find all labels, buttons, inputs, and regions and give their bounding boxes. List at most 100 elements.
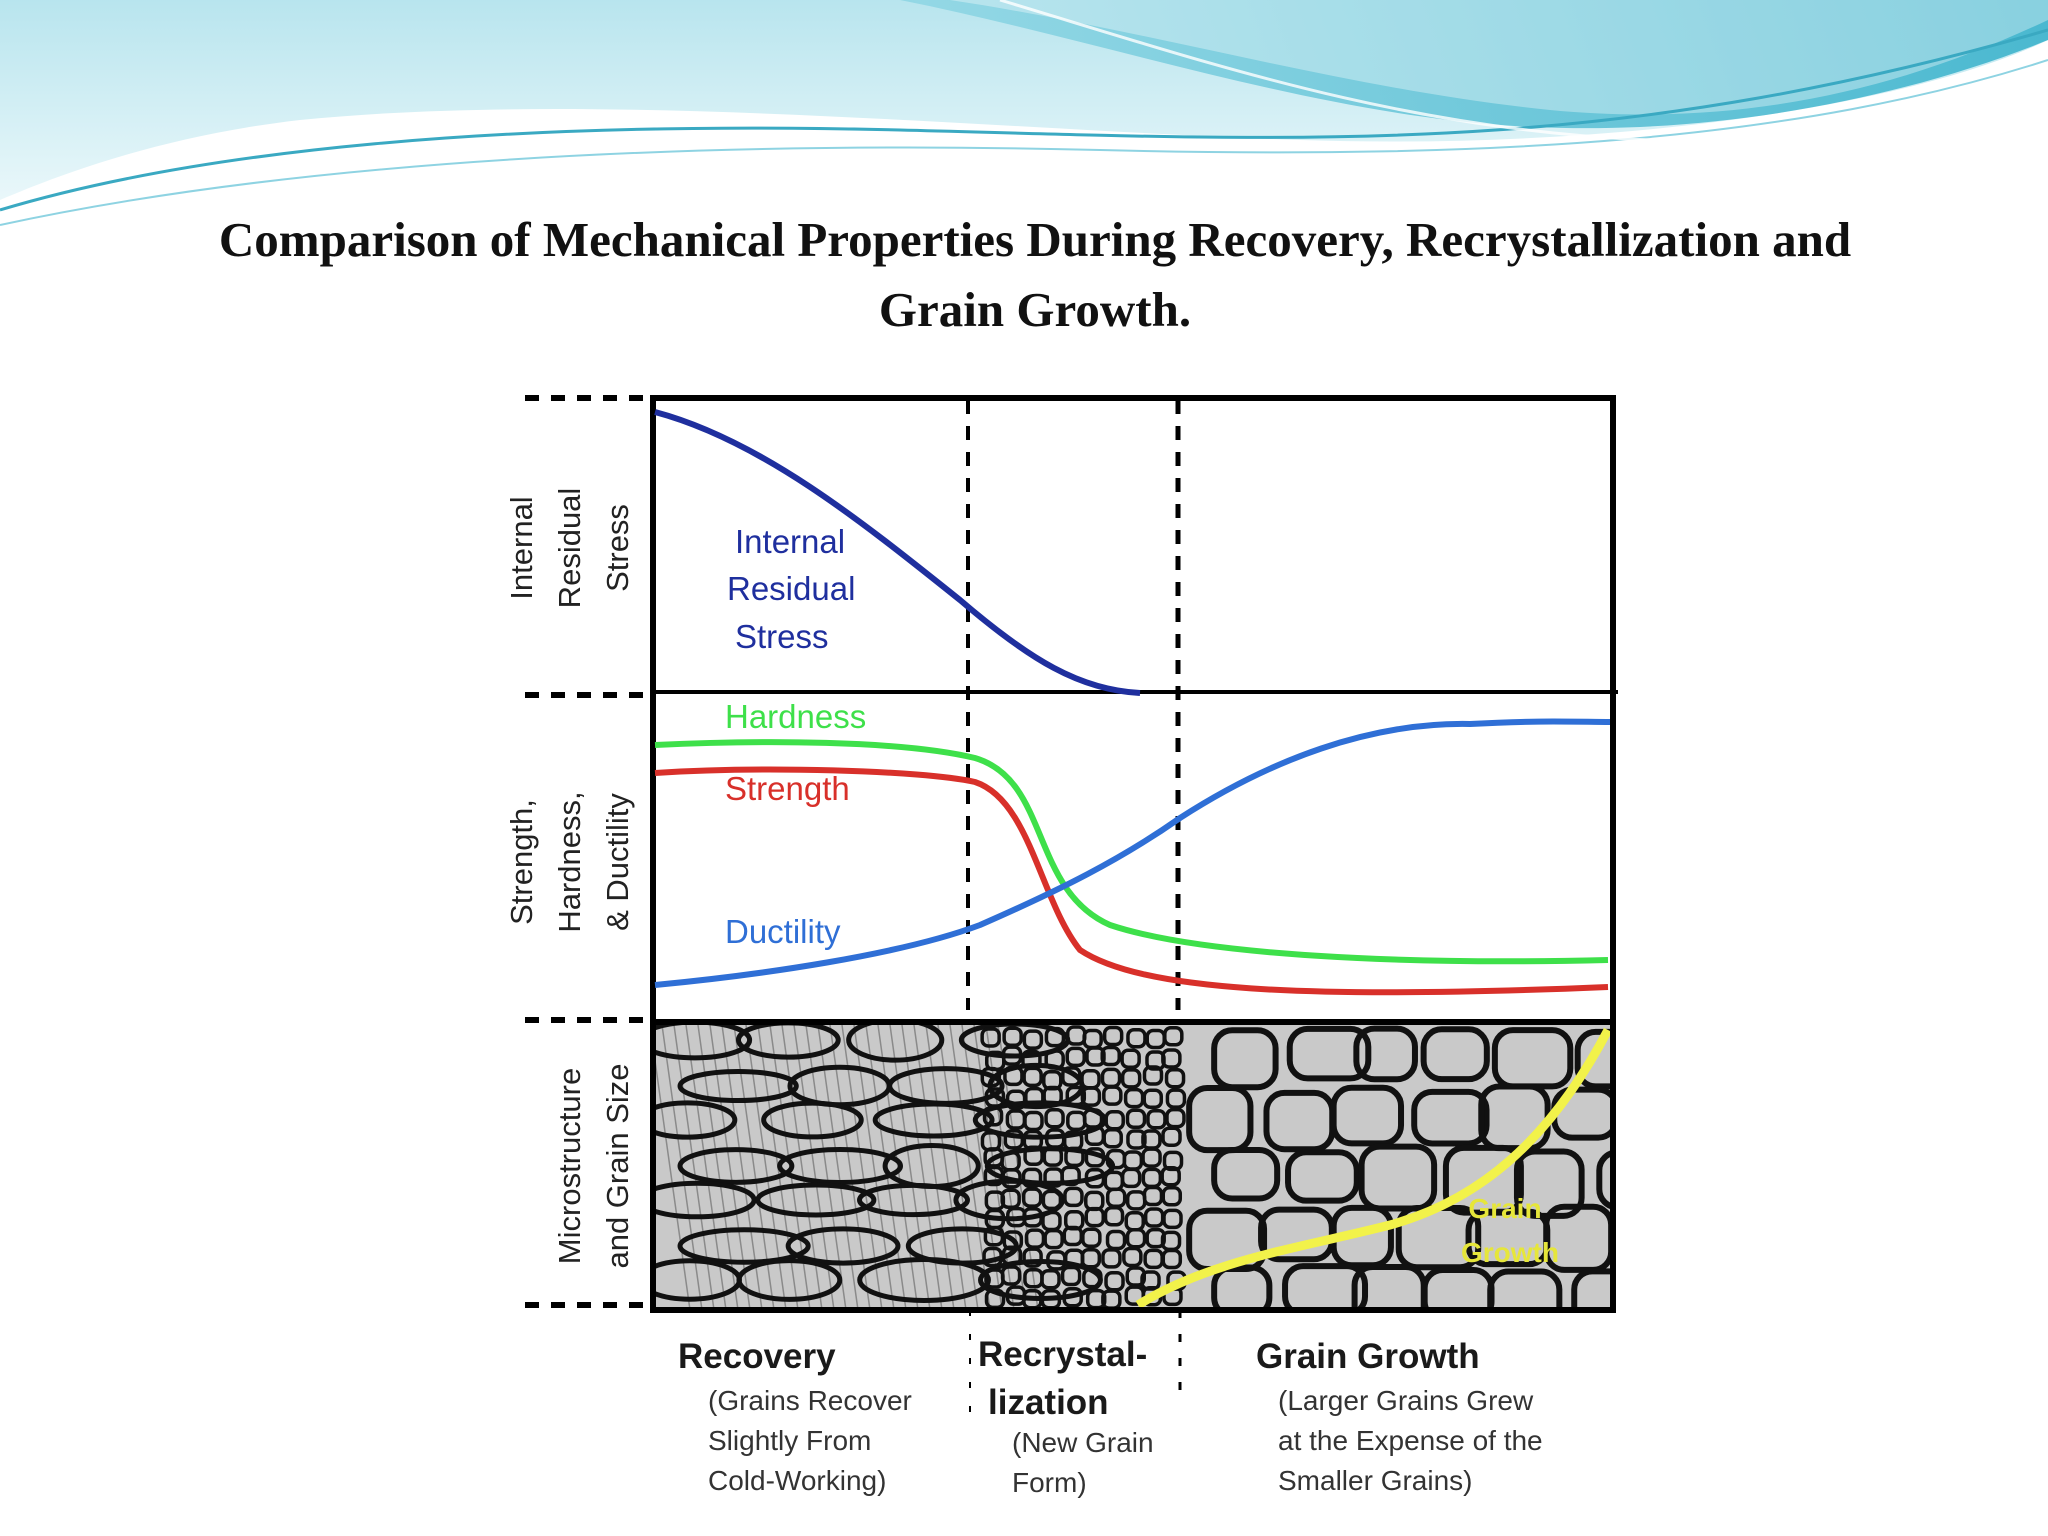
recovery-title: Recovery	[678, 1337, 836, 1376]
cold-worked-grain	[777, 1147, 904, 1185]
cold-worked-grain	[677, 1147, 795, 1185]
new-grain	[1002, 1026, 1023, 1048]
new-grain	[1125, 1266, 1146, 1287]
large-grain	[1571, 1268, 1613, 1310]
new-grain	[1146, 1109, 1167, 1130]
new-grain	[1000, 1265, 1022, 1286]
large-grain	[1353, 1025, 1418, 1083]
new-grain	[1081, 1227, 1102, 1249]
new-grain	[1160, 1166, 1181, 1187]
large-grain	[1282, 1263, 1369, 1310]
recrystallization-title-line-2: lization	[988, 1383, 1109, 1422]
new-grain	[1165, 1088, 1187, 1109]
large-grain	[1285, 1149, 1360, 1204]
grain-growth-desc-line-1: (Larger Grains Grew	[1278, 1385, 1534, 1416]
large-grain	[1211, 1264, 1273, 1310]
grain-growth-desc-line-2: at the Expense of the	[1278, 1425, 1543, 1456]
new-grain	[1001, 1045, 1023, 1066]
stress-label-line-3: Stress	[735, 618, 829, 655]
strength-label: Strength	[725, 770, 850, 807]
new-grain	[980, 1066, 1002, 1088]
cold-worked-grain	[846, 1025, 945, 1063]
panel3-axis-line-2: and Grain Size	[600, 1063, 635, 1268]
stage-recovery: Recovery (Grains Recover Slightly From C…	[678, 1337, 912, 1496]
grain-growth-desc-line-3: Smaller Grains)	[1278, 1465, 1472, 1496]
new-grain	[1102, 1128, 1123, 1149]
stress-label-line-1: Internal	[735, 523, 845, 560]
cold-worked-grain	[653, 1025, 753, 1061]
large-grain	[1211, 1146, 1281, 1202]
new-grain	[1001, 1245, 1023, 1267]
new-grain	[1120, 1048, 1141, 1069]
panel2-axis-line-1: Strength,	[504, 799, 539, 925]
new-grain	[1041, 1189, 1063, 1211]
new-grain	[1125, 1108, 1147, 1130]
recovery-desc-line-3: Cold-Working)	[708, 1465, 886, 1496]
hardness-curve	[654, 739, 1609, 965]
stage-grain-growth: Grain Growth (Larger Grains Grew at the …	[1256, 1337, 1543, 1496]
panel3-axis-line-1: Microstructure	[552, 1068, 587, 1264]
recovery-desc-line-2: Slightly From	[708, 1425, 871, 1456]
large-grain	[1286, 1025, 1372, 1082]
slide-title-line-2: Grain Growth.	[878, 282, 1192, 337]
new-grain	[982, 1246, 1003, 1268]
new-grain	[1161, 1186, 1183, 1207]
new-grain	[980, 1027, 1001, 1048]
new-grain	[1044, 1108, 1065, 1129]
ductility-label: Ductility	[725, 913, 841, 950]
cold-worked-grain	[653, 1100, 738, 1140]
ductility-curve	[654, 718, 1611, 988]
new-grain	[1040, 1268, 1061, 1290]
microstructure-panel: Grain Growth	[653, 1025, 1613, 1310]
panel1-axis-line-1: Internal	[504, 496, 539, 599]
cold-worked-grain	[856, 1182, 970, 1218]
new-grain	[1142, 1185, 1164, 1207]
new-grain	[1060, 1165, 1081, 1187]
recrystallization-title-line-1: Recrystal-	[978, 1335, 1147, 1374]
cold-worked-grain	[677, 1068, 799, 1104]
stress-curve-label: Internal Residual Stress	[727, 523, 855, 655]
large-grain	[1186, 1085, 1254, 1154]
new-grain	[982, 1105, 1004, 1127]
new-grain	[1001, 1168, 1022, 1189]
large-grain	[1330, 1084, 1405, 1147]
cold-worked-grain	[761, 1100, 864, 1140]
new-grain	[1102, 1085, 1123, 1106]
new-grain	[1022, 1247, 1043, 1268]
panel3-axis-label: Microstructure and Grain Size	[552, 1063, 635, 1268]
new-grain	[1103, 1206, 1125, 1227]
new-grain	[1102, 1025, 1124, 1047]
panel2-axis-label: Strength, Hardness, & Ductility	[504, 791, 635, 932]
new-grain	[1120, 1068, 1142, 1089]
new-grain	[1161, 1126, 1182, 1147]
large-grain	[1487, 1268, 1563, 1310]
new-grain	[1042, 1146, 1064, 1167]
new-grain	[1060, 1265, 1082, 1287]
hatch-line	[889, 1025, 931, 1310]
slide-banner	[0, 0, 2048, 226]
new-grain	[1125, 1227, 1147, 1249]
cold-worked-grain	[857, 1257, 991, 1303]
new-grain	[1022, 1207, 1043, 1228]
hardness-label: Hardness	[725, 698, 866, 735]
panel1-axis-line-3: Stress	[600, 504, 635, 592]
new-grain	[1043, 1228, 1064, 1250]
panel1-axis-label: Internal Residual Stress	[504, 488, 635, 609]
new-grain	[1063, 1186, 1084, 1208]
new-grain	[1161, 1248, 1183, 1270]
cold-worked-grain	[735, 1025, 841, 1060]
new-grain	[1021, 1167, 1043, 1189]
recovery-desc-line-1: (Grains Recover	[708, 1385, 912, 1416]
recrystallization-desc-line-1: (New Grain	[1012, 1427, 1154, 1458]
new-grain	[1044, 1049, 1065, 1070]
large-grain	[1211, 1027, 1279, 1091]
new-grain	[1064, 1146, 1085, 1168]
new-grain	[1022, 1029, 1044, 1050]
cold-worked-grain	[677, 1227, 811, 1265]
new-grain	[1080, 1086, 1102, 1107]
new-grain	[1161, 1048, 1182, 1069]
new-grain	[1126, 1027, 1147, 1049]
new-grain	[1065, 1046, 1086, 1068]
new-grain	[1084, 1206, 1105, 1228]
